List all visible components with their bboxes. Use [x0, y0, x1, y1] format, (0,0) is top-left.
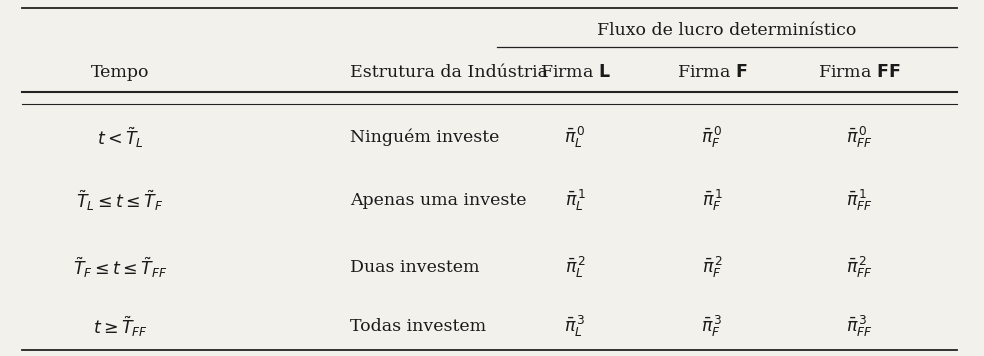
Text: Fluxo de lucro determinístico: Fluxo de lucro determinístico: [597, 22, 856, 39]
Text: $\bar{\pi}_F^{\,0}$: $\bar{\pi}_F^{\,0}$: [702, 125, 723, 150]
Text: $\bar{\pi}_L^{\,3}$: $\bar{\pi}_L^{\,3}$: [565, 314, 585, 340]
Text: $\bar{\pi}_L^{\,1}$: $\bar{\pi}_L^{\,1}$: [565, 188, 585, 213]
Text: Tempo: Tempo: [91, 64, 150, 82]
Text: $\bar{\pi}_{FF}^{\,0}$: $\bar{\pi}_{FF}^{\,0}$: [845, 125, 872, 150]
Text: Duas investem: Duas investem: [350, 259, 479, 276]
Text: $\bar{\pi}_{FF}^{\,3}$: $\bar{\pi}_{FF}^{\,3}$: [845, 314, 872, 340]
Text: $t < \tilde{T}_L$: $t < \tilde{T}_L$: [96, 126, 144, 150]
Text: $\bar{\pi}_F^{\,2}$: $\bar{\pi}_F^{\,2}$: [702, 255, 722, 280]
Text: $\tilde{T}_F \leq t \leq \tilde{T}_{FF}$: $\tilde{T}_F \leq t \leq \tilde{T}_{FF}$: [73, 255, 167, 279]
Text: $\bar{\pi}_L^{\,2}$: $\bar{\pi}_L^{\,2}$: [565, 255, 585, 280]
Text: $\bar{\pi}_{FF}^{\,2}$: $\bar{\pi}_{FF}^{\,2}$: [845, 255, 872, 280]
Text: $\bar{\pi}_{FF}^{\,1}$: $\bar{\pi}_{FF}^{\,1}$: [845, 188, 872, 213]
Text: Firma $\mathbf{F}$: Firma $\mathbf{F}$: [677, 64, 748, 82]
Text: Apenas uma investe: Apenas uma investe: [350, 192, 526, 209]
Text: $\bar{\pi}_F^{\,1}$: $\bar{\pi}_F^{\,1}$: [702, 188, 723, 213]
Text: Firma $\mathbf{L}$: Firma $\mathbf{L}$: [539, 64, 611, 82]
Text: Estrutura da Indústria: Estrutura da Indústria: [350, 64, 548, 82]
Text: Ninguém investe: Ninguém investe: [350, 129, 500, 146]
Text: $\bar{\pi}_L^{\,0}$: $\bar{\pi}_L^{\,0}$: [565, 125, 585, 150]
Text: $\tilde{T}_L \leq t \leq \tilde{T}_F$: $\tilde{T}_L \leq t \leq \tilde{T}_F$: [77, 189, 164, 213]
Text: $t \geq \tilde{T}_{FF}$: $t \geq \tilde{T}_{FF}$: [92, 315, 148, 339]
Text: $\bar{\pi}_F^{\,3}$: $\bar{\pi}_F^{\,3}$: [702, 314, 723, 340]
Text: Todas investem: Todas investem: [350, 318, 486, 335]
Text: Firma $\mathbf{FF}$: Firma $\mathbf{FF}$: [818, 64, 900, 82]
